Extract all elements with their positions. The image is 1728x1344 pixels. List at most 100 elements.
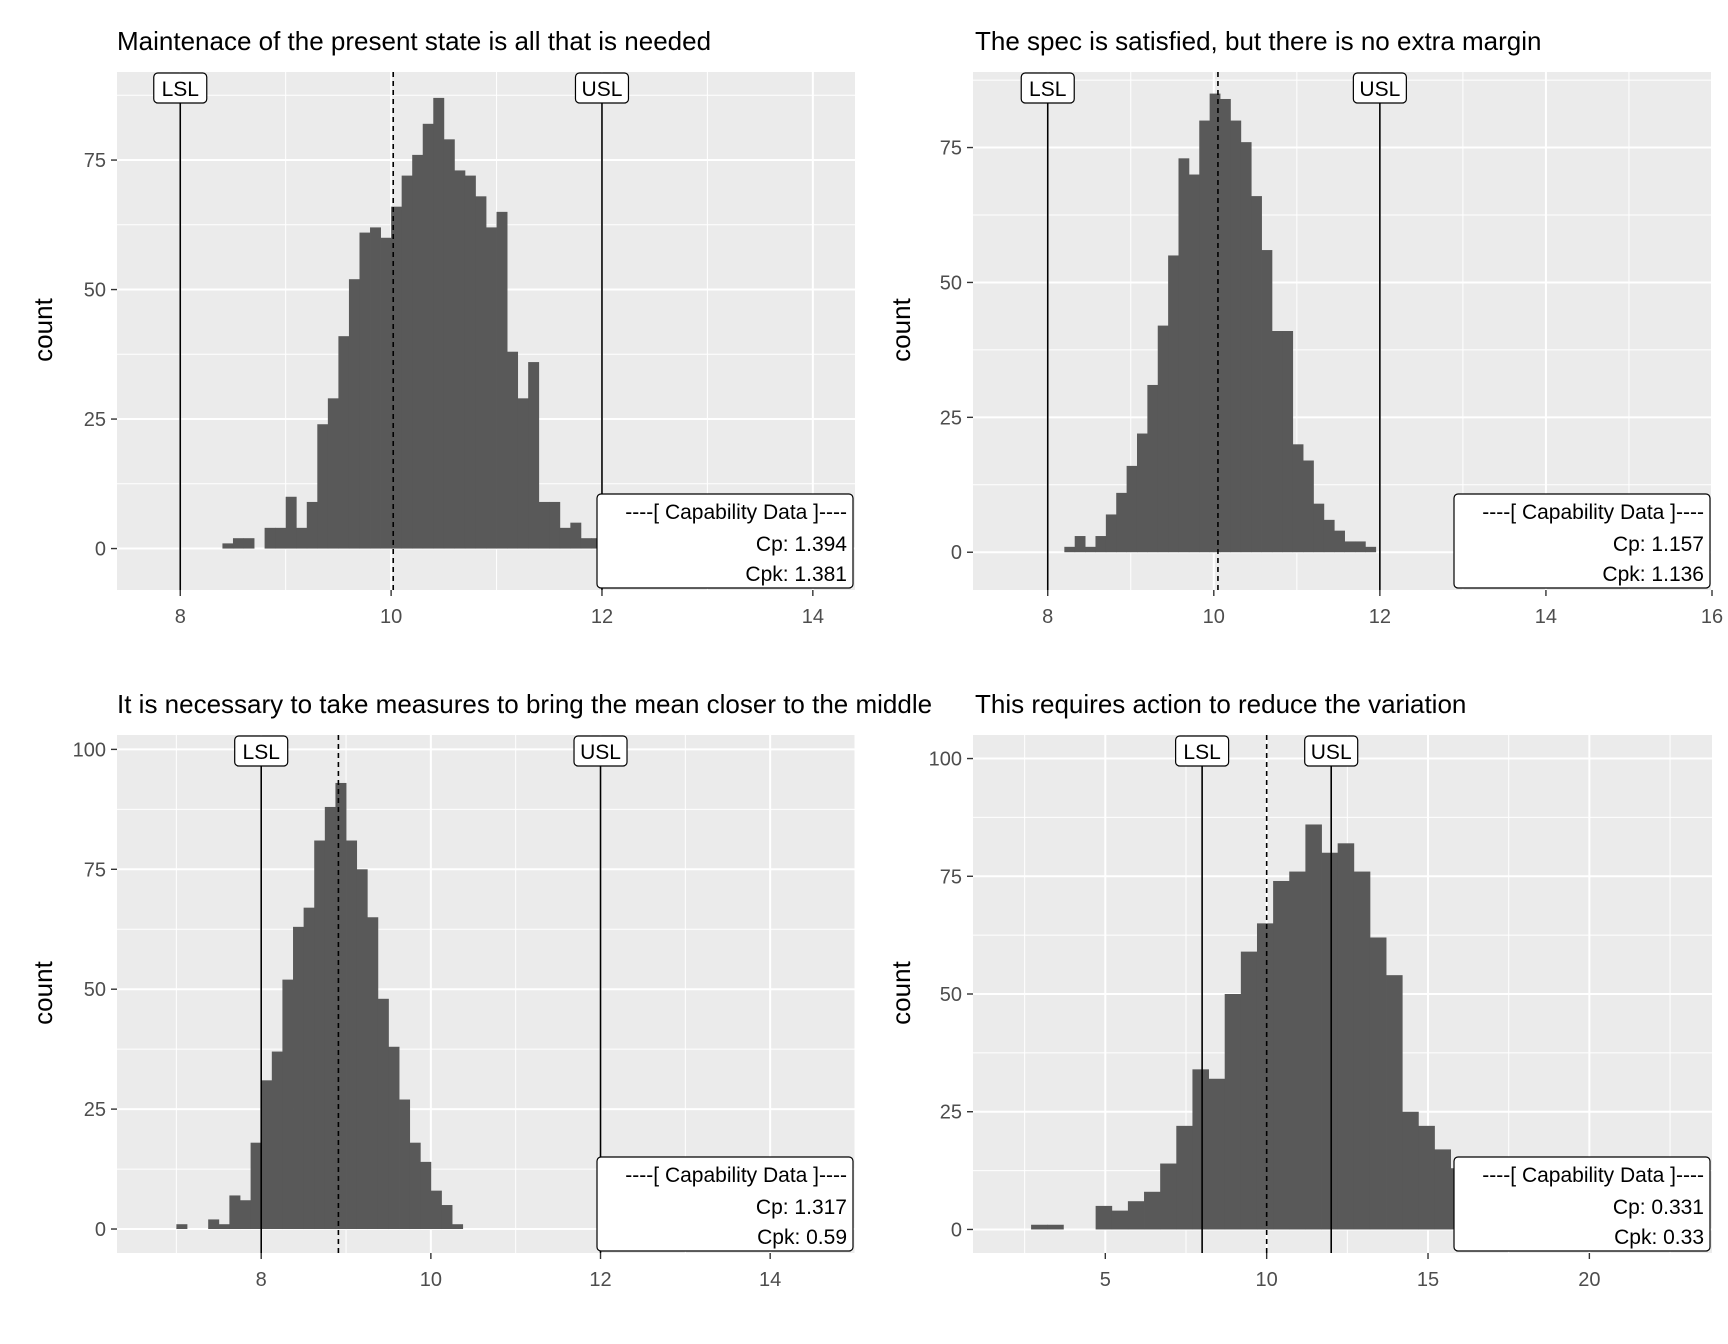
histogram-bar <box>1220 98 1231 553</box>
lsl-label-box <box>1020 72 1075 104</box>
histogram-bar <box>1116 492 1128 553</box>
y-tick-label: 50 <box>940 272 962 294</box>
histogram-bar <box>559 527 571 549</box>
x-tick-label: 5 <box>1100 1269 1111 1291</box>
y-tick-label: 25 <box>84 1099 106 1121</box>
histogram-bar <box>1095 1205 1113 1230</box>
histogram-bar <box>412 154 424 549</box>
y-tick-label: 25 <box>940 1102 962 1124</box>
histogram-bar <box>264 527 276 549</box>
histogram-bar <box>208 1219 220 1230</box>
y-tick-label: 75 <box>940 138 962 160</box>
x-tick-label: 12 <box>1369 606 1391 628</box>
capability-header: ----[ Capability Data ]---- <box>1482 501 1704 524</box>
histogram-bar <box>1208 1078 1226 1230</box>
chart-panel-2: LSL USL ----[ Capability Data ]---- Cp: 1.1… <box>886 26 1723 628</box>
histogram-bar <box>486 227 497 549</box>
histogram-bar <box>391 206 403 549</box>
histogram-bar <box>1256 923 1274 1230</box>
x-tick-label: 8 <box>175 606 186 628</box>
y-tick-label: 100 <box>73 739 106 761</box>
chart-panel-4: LSL USL ----[ Capability Data ]---- Cp: 0.3… <box>886 689 1712 1291</box>
histogram-bar <box>282 979 294 1230</box>
x-tick-label: 10 <box>1203 606 1225 628</box>
histogram-bar <box>1292 444 1304 553</box>
x-tick-label: 12 <box>591 606 613 628</box>
histogram-bar <box>327 398 339 549</box>
histogram-bar <box>401 175 413 549</box>
histogram-bar <box>1064 546 1076 553</box>
histogram-bar <box>348 279 360 549</box>
histogram-bar <box>1321 852 1339 1230</box>
histogram-bar <box>1074 536 1086 553</box>
histogram-bar <box>243 538 255 549</box>
histogram-bar <box>1168 255 1179 553</box>
capability-cp: Cp: 0.331 <box>1613 1196 1704 1219</box>
histogram-bar <box>222 543 234 549</box>
histogram-bar <box>1111 1210 1129 1230</box>
y-tick-label: 50 <box>940 984 962 1006</box>
histogram-bar <box>1144 1191 1161 1230</box>
y-axis-title: count <box>886 297 916 361</box>
x-tick-label: 14 <box>802 606 824 628</box>
histogram-bar <box>1178 158 1190 553</box>
histogram-bar <box>314 840 326 1230</box>
y-tick-label: 0 <box>951 1219 962 1241</box>
usl-label: USL <box>582 78 623 101</box>
histogram-bar <box>528 362 540 549</box>
y-tick-label: 75 <box>84 859 106 881</box>
usl-label: USL <box>1359 78 1400 101</box>
usl-label-box <box>1304 735 1359 767</box>
histogram-bar <box>293 926 305 1230</box>
x-tick-label: 20 <box>1578 1269 1600 1291</box>
y-tick-label: 100 <box>929 749 962 771</box>
histogram-bar <box>580 538 592 549</box>
histogram-bar <box>303 907 315 1230</box>
histogram-bar <box>1192 1069 1209 1230</box>
lsl-label: LSL <box>243 741 280 764</box>
capability-header: ----[ Capability Data ]---- <box>1482 1164 1704 1187</box>
histogram-bar <box>1188 174 1200 553</box>
histogram-bar <box>1434 1149 1452 1230</box>
plot-area <box>117 735 855 1253</box>
lsl-label: LSL <box>1029 78 1066 101</box>
histogram-bar <box>218 1224 230 1230</box>
histogram-bar <box>1157 325 1169 553</box>
histogram-bar <box>1344 541 1356 553</box>
lsl-label-box <box>234 735 289 767</box>
histogram-bar <box>1365 546 1377 553</box>
capability-data-box <box>596 493 854 589</box>
histogram-bar <box>306 501 318 549</box>
capability-data-box <box>1453 493 1711 589</box>
histogram-bar <box>1230 120 1242 553</box>
x-tick-label: 16 <box>1701 606 1723 628</box>
histogram-bar <box>1126 465 1138 553</box>
histogram-bar <box>1095 536 1107 553</box>
histogram-bar <box>1224 994 1242 1230</box>
chart-title: It is necessary to take measures to brin… <box>117 689 932 719</box>
histogram-bar <box>517 398 529 549</box>
y-axis-title: count <box>28 297 58 361</box>
histogram-bar <box>377 998 389 1230</box>
usl-label-box <box>573 735 628 767</box>
y-tick-label: 50 <box>84 979 106 1001</box>
histogram-bar <box>176 1224 188 1230</box>
histogram-bar <box>1313 503 1325 553</box>
histogram-bar <box>1047 1224 1064 1230</box>
histogram-bar <box>454 170 466 549</box>
histogram-bar <box>1305 824 1322 1230</box>
histogram-bar <box>261 1080 273 1230</box>
histogram-bar <box>464 175 476 549</box>
histogram-bar <box>1261 250 1273 553</box>
y-tick-label: 50 <box>84 280 106 302</box>
histogram-bar <box>570 522 582 549</box>
y-tick-label: 0 <box>95 1219 106 1241</box>
histogram-bar <box>356 869 368 1230</box>
histogram-bar <box>1271 331 1283 553</box>
capability-cpk: Cpk: 0.59 <box>757 1226 847 1249</box>
capability-data-box <box>596 1156 854 1252</box>
histogram-bar <box>367 917 379 1230</box>
histogram-bar <box>443 139 455 549</box>
chart-panel-1: LSL USL ----[ Capability Data ]---- Cp: 1.3… <box>28 26 855 628</box>
